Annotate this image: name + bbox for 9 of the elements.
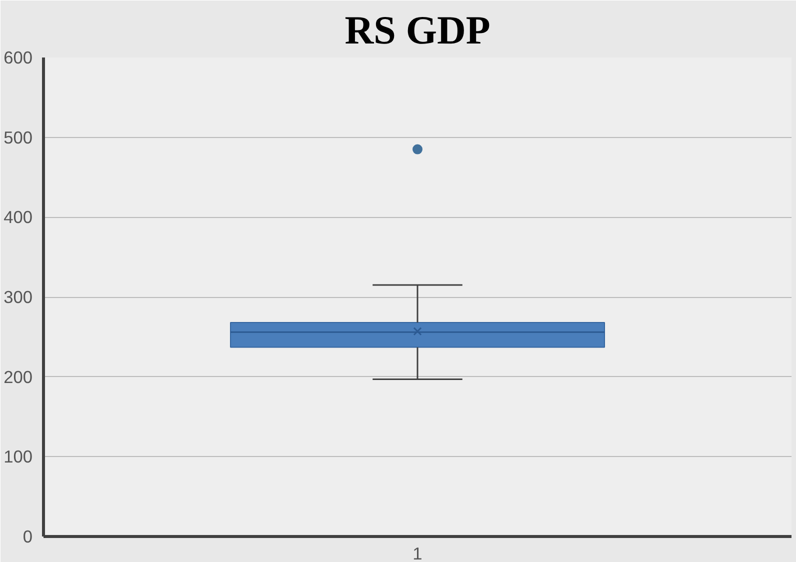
- y-tick-label: 400: [4, 207, 33, 228]
- y-tick-label: 600: [4, 48, 33, 68]
- y-tick-label: 200: [4, 366, 33, 387]
- x-tick-label: 1: [412, 544, 422, 562]
- y-tick-label: 100: [4, 446, 33, 467]
- y-tick-label: 300: [4, 287, 33, 307]
- y-tick-label: 0: [22, 526, 33, 546]
- chart-title: RS GDP: [344, 8, 490, 52]
- y-tick-label: 500: [4, 127, 33, 148]
